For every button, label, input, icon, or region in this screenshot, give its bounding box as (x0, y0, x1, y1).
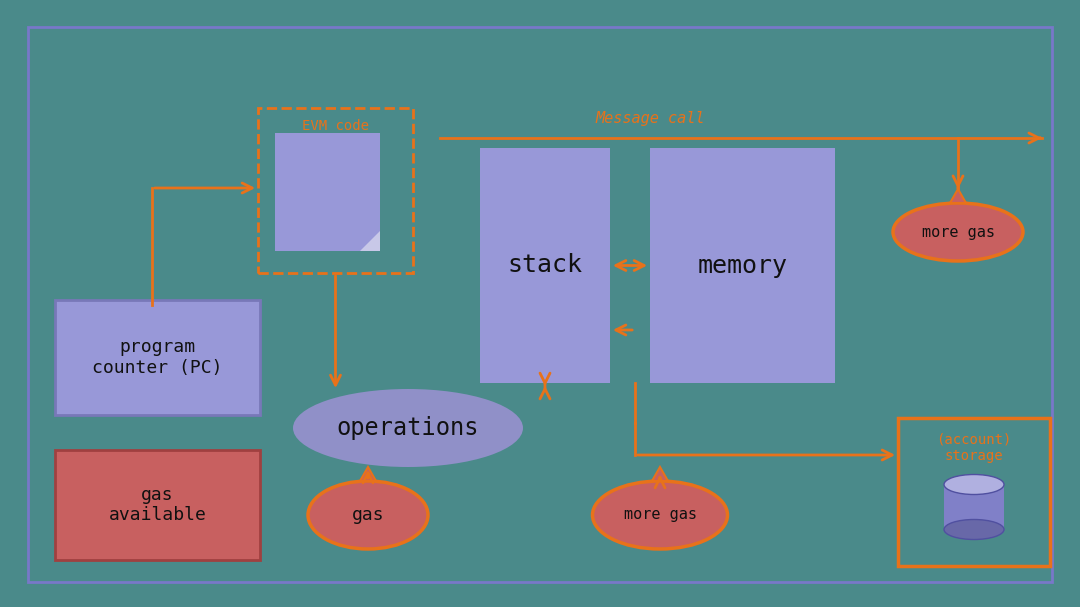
Polygon shape (360, 231, 380, 251)
Text: stack: stack (508, 254, 582, 277)
Polygon shape (360, 467, 376, 481)
Polygon shape (652, 467, 669, 481)
Text: (account)
storage: (account) storage (936, 433, 1012, 463)
Text: gas: gas (352, 506, 384, 524)
Text: EVM code: EVM code (302, 119, 369, 133)
Ellipse shape (293, 389, 523, 467)
Polygon shape (950, 189, 966, 203)
Text: memory: memory (698, 254, 787, 277)
FancyBboxPatch shape (944, 484, 1004, 529)
FancyBboxPatch shape (55, 300, 260, 415)
Ellipse shape (593, 481, 728, 549)
Ellipse shape (944, 475, 1004, 495)
Text: Message call: Message call (595, 110, 705, 126)
FancyBboxPatch shape (897, 418, 1050, 566)
FancyBboxPatch shape (480, 148, 610, 383)
Text: gas
available: gas available (109, 486, 206, 524)
Ellipse shape (944, 520, 1004, 540)
Ellipse shape (308, 481, 428, 549)
FancyBboxPatch shape (55, 450, 260, 560)
FancyBboxPatch shape (275, 133, 380, 251)
Text: more gas: more gas (623, 507, 697, 523)
FancyBboxPatch shape (650, 148, 835, 383)
Text: program
counter (PC): program counter (PC) (92, 338, 222, 377)
Ellipse shape (893, 203, 1023, 261)
Text: more gas: more gas (921, 225, 995, 240)
Text: operations: operations (337, 416, 480, 440)
